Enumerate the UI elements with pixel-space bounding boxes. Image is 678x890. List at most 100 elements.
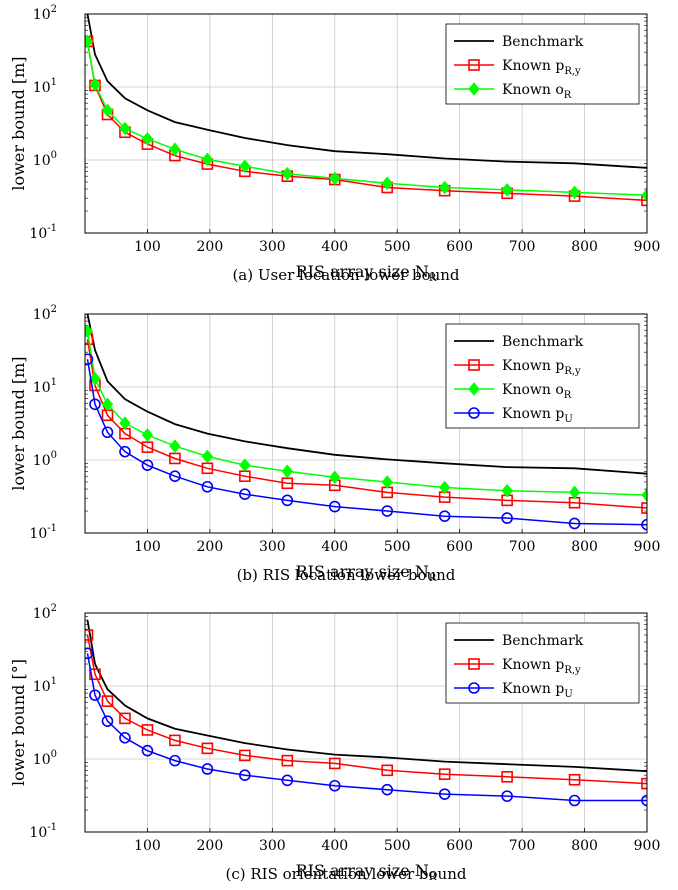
data-point <box>438 788 451 800</box>
data-point <box>641 488 647 502</box>
data-point <box>119 445 131 458</box>
data-point <box>381 505 394 517</box>
data-point <box>85 647 94 660</box>
data-point <box>239 488 251 501</box>
y-tick-label: 10-1 <box>29 223 57 242</box>
y-tick-label: 102 <box>33 304 57 323</box>
series-benchmark <box>86 619 647 773</box>
legend: Benchmark Known pR,y Known pU <box>445 622 640 704</box>
data-point <box>239 769 251 781</box>
data-point <box>641 518 647 531</box>
legend-label: Benchmark <box>502 334 584 350</box>
x-tick-label: 600 <box>446 838 473 854</box>
data-point <box>501 790 513 802</box>
legend-marker <box>468 359 480 371</box>
x-tick-label: 800 <box>571 838 598 854</box>
data-point <box>568 485 581 500</box>
data-point <box>119 732 131 744</box>
data-point <box>239 749 251 762</box>
series-known-o-r <box>85 324 647 502</box>
y-tick-label: 101 <box>33 77 57 96</box>
plot-frame <box>84 313 648 534</box>
x-tick-label: 700 <box>509 239 536 255</box>
series-line <box>86 14 647 169</box>
data-point <box>85 324 94 339</box>
y-tick-label: 101 <box>33 377 57 396</box>
data-point <box>329 470 341 485</box>
legend-marker <box>468 658 480 670</box>
data-point <box>141 428 154 442</box>
data-point <box>439 180 451 195</box>
data-point <box>381 176 393 191</box>
data-point <box>438 768 451 780</box>
data-point <box>169 452 181 465</box>
data-point <box>101 695 114 707</box>
x-tick-label: 500 <box>384 239 411 255</box>
x-tick-label: 400 <box>321 838 348 854</box>
data-point <box>201 763 214 775</box>
data-point <box>119 712 131 725</box>
data-point <box>641 794 647 807</box>
y-tick-label: 100 <box>33 450 57 469</box>
data-point <box>381 783 394 796</box>
data-point <box>281 477 294 490</box>
legend-label: Known pR,y <box>502 58 581 77</box>
data-point <box>169 142 181 157</box>
series-known-p-u <box>85 353 647 531</box>
series-known-p-u <box>85 647 647 807</box>
legend-marker <box>468 382 480 396</box>
x-tick-label: 900 <box>634 239 661 255</box>
legend-label: Known pR,y <box>502 358 581 377</box>
x-axis-label: RIS array size NR <box>296 562 437 584</box>
data-point <box>641 502 647 514</box>
data-point <box>281 166 293 181</box>
x-tick-label: 100 <box>134 838 161 854</box>
series-line <box>86 359 647 526</box>
data-point <box>141 459 154 471</box>
data-point <box>439 480 451 495</box>
legend: Benchmark Known pR,y Known oR Known pU <box>445 323 640 429</box>
data-point <box>239 159 251 174</box>
data-point <box>501 183 513 197</box>
series-line <box>86 653 647 802</box>
series-line <box>86 619 647 773</box>
data-point <box>328 757 341 770</box>
data-point <box>381 475 393 489</box>
x-tick-label: 500 <box>384 838 411 854</box>
data-point <box>201 462 214 475</box>
x-tick-label: 100 <box>134 539 161 555</box>
data-point <box>169 439 181 453</box>
data-point <box>568 794 581 807</box>
legend-label: Benchmark <box>502 633 584 649</box>
series-benchmark <box>86 14 647 169</box>
x-axis-label: RIS array size NR <box>296 861 437 883</box>
data-point <box>438 510 451 522</box>
data-point <box>141 744 154 757</box>
data-point <box>281 754 294 767</box>
data-point <box>501 512 513 524</box>
y-tick-label: 10-1 <box>29 822 57 841</box>
data-point <box>101 715 114 727</box>
series-benchmark <box>86 314 647 475</box>
panel-caption: (a) User location lower bound <box>232 266 459 284</box>
data-point <box>641 194 647 207</box>
chart-panel-3: 100 200 300 400 500 600 700 800 900 10-1 100 101 102… <box>9 603 660 883</box>
data-point <box>169 470 181 482</box>
y-tick-label: 102 <box>33 4 57 23</box>
x-tick-label: 400 <box>321 239 348 255</box>
legend-label: Known pU <box>502 406 573 425</box>
x-tick-label: 800 <box>571 239 598 255</box>
series-known-p-r-y <box>85 629 647 790</box>
data-point <box>85 629 94 641</box>
x-tick-label: 900 <box>634 539 661 555</box>
y-axis-label: lower bound [m] <box>9 56 28 190</box>
x-tick-label: 300 <box>259 239 286 255</box>
legend-marker <box>468 682 480 694</box>
data-point <box>568 773 581 786</box>
x-tick-label: 200 <box>197 838 224 854</box>
legend-label: Known pU <box>502 681 573 700</box>
data-point <box>281 464 293 479</box>
y-tick-label: 100 <box>33 150 57 169</box>
legend-label: Known pR,y <box>502 657 581 676</box>
